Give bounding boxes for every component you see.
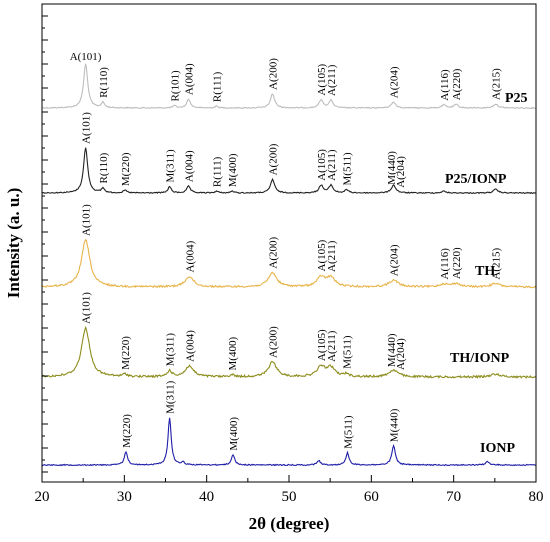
peak-label: M(511)	[342, 335, 354, 369]
peak-label: A(204)	[389, 66, 401, 98]
peak-label: M(400)	[228, 417, 240, 451]
peak-label: A(105)	[316, 329, 328, 361]
peak-label: R(101)	[170, 70, 182, 102]
y-axis-title: Intensity (a. u.)	[4, 188, 23, 299]
peak-label: A(200)	[268, 58, 280, 90]
peak-label: A(004)	[184, 150, 196, 182]
peak-label: R(111)	[212, 156, 224, 187]
peak-label: M(220)	[121, 414, 133, 448]
peak-label: A(105)	[316, 149, 328, 181]
peak-label: A(101)	[70, 51, 102, 63]
peak-label: M(220)	[120, 336, 132, 370]
peak-label: R(110)	[98, 67, 110, 98]
peak-label: A(204)	[389, 244, 401, 276]
x-tick-label: 30	[117, 489, 132, 505]
peak-label: M(440)	[386, 333, 398, 367]
peak-label: A(116)	[439, 248, 451, 280]
peak-label: A(200)	[268, 143, 280, 175]
peak-label: A(101)	[81, 112, 93, 144]
peak-label: M(311)	[165, 333, 177, 367]
series-name: IONP	[480, 441, 515, 456]
axis-layer: 20 30 40 50 60 70 80	[35, 3, 544, 505]
peak-label: A(211)	[326, 240, 338, 272]
peak-label: M(220)	[120, 152, 132, 186]
series-line-ionp	[41, 417, 537, 467]
peak-label: A(004)	[184, 240, 196, 272]
peak-label: M(311)	[165, 380, 177, 414]
x-tick-label: 40	[199, 489, 214, 505]
peak-label: M(511)	[342, 152, 354, 186]
x-axis-title: 2θ (degree)	[249, 514, 330, 533]
series-name: TH	[475, 264, 495, 279]
peak-label: A(204)	[395, 156, 407, 188]
peak-label: A(211)	[326, 64, 338, 96]
peak-label: M(400)	[227, 153, 239, 187]
peak-label: A(220)	[451, 247, 463, 279]
series-layer	[41, 63, 537, 467]
peak-label: M(311)	[165, 149, 177, 183]
peak-label: A(116)	[439, 69, 451, 101]
peak-label: R(111)	[212, 71, 224, 102]
series-name: TH/IONP	[450, 351, 510, 366]
peak-label: A(004)	[184, 63, 196, 95]
x-tick-label: 70	[446, 489, 461, 505]
peak-label: A(101)	[81, 292, 93, 324]
series-line-p25-ionp	[41, 147, 537, 195]
peak-label: A(215)	[491, 68, 503, 100]
peak-label: A(101)	[81, 204, 93, 236]
peak-label: A(220)	[451, 68, 463, 100]
x-tick-label: 60	[364, 489, 379, 505]
x-tick-label: 80	[529, 489, 544, 505]
peak-label: A(211)	[326, 149, 338, 181]
peak-label: A(215)	[491, 247, 503, 279]
x-tick-label: 50	[282, 489, 297, 505]
peak-label: A(200)	[268, 326, 280, 358]
series-name: P25	[505, 91, 528, 106]
peak-label: A(211)	[326, 330, 338, 362]
x-tick-label: 20	[35, 489, 50, 505]
peak-label: A(105)	[316, 239, 328, 271]
peak-label: A(105)	[316, 63, 328, 95]
peak-label: A(004)	[184, 330, 196, 362]
series-line-th	[41, 238, 537, 289]
series-line-th-ionp	[41, 325, 537, 380]
peak-label: M(440)	[389, 408, 401, 442]
peak-label: M(400)	[227, 337, 239, 371]
series-line-p25	[41, 63, 537, 110]
peak-label: A(200)	[268, 236, 280, 268]
peak-label: M(440)	[386, 151, 398, 185]
series-name: P25/IONP	[445, 172, 507, 187]
peak-label: R(110)	[98, 152, 110, 183]
peak-label: A(204)	[395, 338, 407, 370]
peak-label: M(511)	[343, 415, 355, 449]
